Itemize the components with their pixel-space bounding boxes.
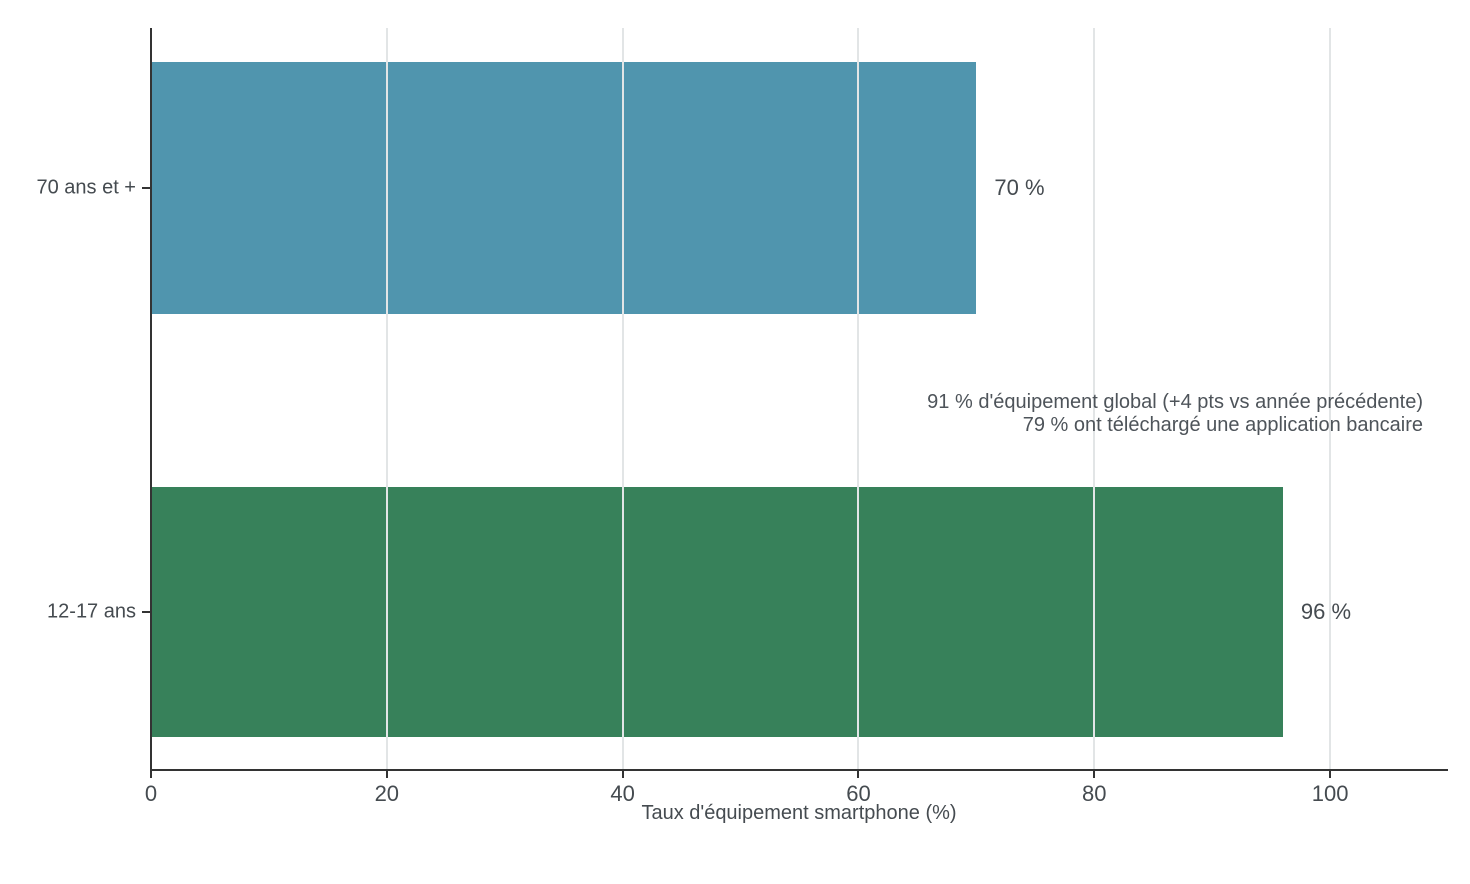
- x-tick-60: [857, 770, 860, 778]
- bar-value-label: 96 %: [1300, 599, 1352, 624]
- x-tick-40: [621, 770, 624, 778]
- gridline-80: [1093, 28, 1096, 770]
- x-tick-label-0: 0: [144, 781, 158, 806]
- x-tick-label-20: 20: [374, 781, 400, 806]
- x-tick-80: [1093, 770, 1096, 778]
- x-tick-label-80: 80: [1082, 781, 1107, 806]
- chart-annotation: 91 % d'équipement global (+4 pts vs anné…: [927, 391, 1423, 437]
- gridline-60: [857, 28, 860, 770]
- gridline-40: [621, 28, 624, 770]
- y-tick-label: 70 ans et +: [36, 176, 136, 199]
- x-tick-100: [1329, 770, 1332, 778]
- annotation-line-1: 91 % d'équipement global (+4 pts vs anné…: [927, 391, 1423, 413]
- y-tick: [142, 187, 151, 189]
- x-tick-0: [150, 770, 152, 778]
- x-tick-label-40: 40: [610, 781, 635, 806]
- x-tick-label-60: 60: [846, 781, 871, 806]
- x-axis-title: Taux d'équipement smartphone (%): [641, 802, 957, 824]
- x-tick-20: [385, 770, 388, 778]
- bar-value-label: 70 %: [994, 175, 1045, 200]
- x-tick-label-100: 100: [1311, 781, 1349, 806]
- y-tick: [142, 611, 151, 613]
- annotation-line-2: 79 % ont téléchargé une application banc…: [1022, 414, 1423, 436]
- x-axis-line: [151, 769, 1448, 771]
- gridline-20: [385, 28, 388, 770]
- y-tick-label: 12-17 ans: [47, 600, 136, 623]
- y-axis-line: [150, 28, 152, 770]
- gridline-100: [1329, 28, 1332, 770]
- bar-12-17-ans: [152, 487, 1283, 737]
- bar-70-ans-et-+: [152, 62, 977, 314]
